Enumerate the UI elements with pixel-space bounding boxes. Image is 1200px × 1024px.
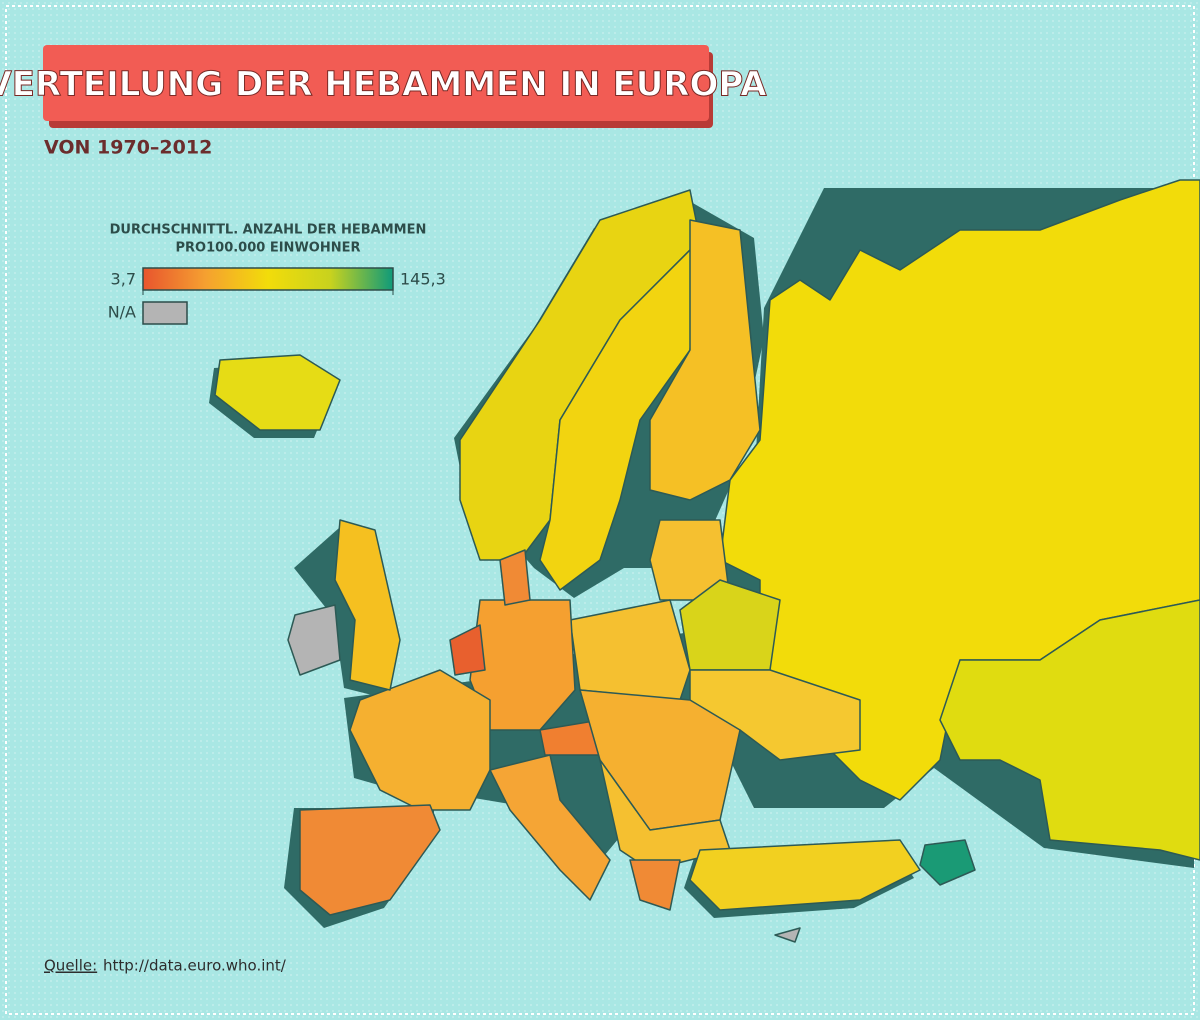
- legend-min: 3,7: [111, 270, 136, 289]
- greece: [629, 859, 681, 911]
- denmark: [499, 549, 531, 606]
- italy: [489, 754, 611, 901]
- map: [209, 179, 1200, 943]
- spain: [299, 804, 441, 916]
- legend-na-swatch: [142, 301, 188, 325]
- poland: [569, 599, 691, 701]
- title-box: [43, 45, 709, 121]
- legend-max: 145,3: [400, 270, 446, 289]
- turkey: [689, 839, 921, 911]
- iceland: [214, 354, 341, 431]
- legend-title: PRO100.000 EINWOHNER: [176, 241, 361, 256]
- kazakhstan: [939, 599, 1200, 861]
- cyprus: [774, 927, 801, 943]
- title: VERTEILUNG DER HEBAMMEN IN EUROPA: [0, 65, 767, 105]
- legend-gradient: [142, 267, 394, 291]
- netherlands: [449, 624, 486, 676]
- subtitle: VON 1970–2012: [44, 137, 212, 159]
- legend-title: DURCHSCHNITTL. ANZAHL DER HEBAMMEN: [110, 223, 427, 238]
- azerbaijan: [919, 839, 976, 886]
- source-label: Quelle:: [44, 957, 97, 975]
- ireland: [287, 604, 341, 676]
- uk: [334, 519, 401, 691]
- legend-na: N/A: [108, 303, 136, 322]
- finland: [649, 219, 761, 501]
- france: [349, 669, 491, 811]
- source-url: http://data.euro.who.int/: [103, 957, 287, 975]
